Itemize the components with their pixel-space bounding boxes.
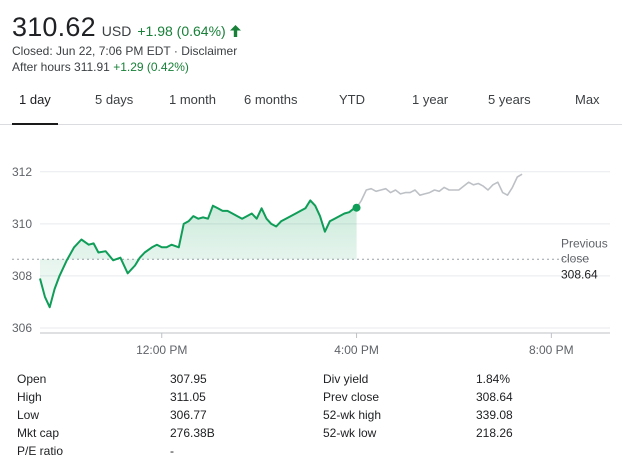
- tab-ytd[interactable]: YTD: [339, 92, 365, 107]
- previous-close-label: close: [561, 251, 589, 265]
- stat-high-label: High: [17, 390, 42, 404]
- stat-pe-ratio-label: P/E ratio: [17, 444, 64, 458]
- chart-plot-area: [39, 173, 523, 309]
- tab-max[interactable]: Max: [575, 92, 600, 107]
- stat-prev-close-value: 308.64: [476, 390, 513, 404]
- stat-div-yield-label: Div yield: [323, 372, 369, 386]
- stat-div-yield-value: 1.84%: [476, 372, 511, 386]
- stat-mkt-cap-value: 276.38B: [170, 426, 215, 440]
- tab-5-years[interactable]: 5 years: [488, 92, 531, 107]
- currency-label: USD: [101, 23, 132, 39]
- x-axis: 12:00 PM 4:00 PM 8:00 PM: [40, 332, 610, 357]
- tab-1-year[interactable]: 1 year: [412, 92, 449, 107]
- current-price: 310.62: [12, 12, 96, 42]
- after-hours-change: +1.29 (0.42%): [113, 60, 189, 74]
- y-tick-label: 308: [12, 269, 32, 283]
- stat-open-value: 307.95: [170, 372, 207, 386]
- stat-52wk-low-label: 52-wk low: [323, 426, 377, 440]
- stat-52wk-low-value: 218.26: [476, 426, 513, 440]
- x-tick-label: 12:00 PM: [136, 343, 187, 357]
- tab-6-months[interactable]: 6 months: [244, 92, 298, 107]
- chart-grid: [40, 171, 610, 329]
- tab-1-day[interactable]: 1 day: [19, 92, 51, 107]
- y-tick-label: 310: [12, 217, 32, 231]
- tab-1-month[interactable]: 1 month: [169, 92, 216, 107]
- quote-header: 310.62 USD +1.98 (0.64%): [12, 12, 241, 48]
- y-tick-label: 312: [12, 165, 32, 179]
- stat-pe-ratio-value: -: [170, 444, 174, 458]
- range-tabs: 1 day 5 days 1 month 6 months YTD 1 year…: [0, 88, 622, 125]
- stat-52wk-high-value: 339.08: [476, 408, 513, 422]
- series-area: [40, 200, 357, 308]
- stat-mkt-cap-label: Mkt cap: [17, 426, 60, 440]
- price-change: +1.98 (0.64%): [137, 23, 226, 39]
- stat-52wk-high-label: 52-wk high: [323, 408, 382, 422]
- stat-low-label: Low: [17, 408, 40, 422]
- x-tick-label: 8:00 PM: [529, 343, 574, 357]
- x-tick-label: 4:00 PM: [334, 343, 379, 357]
- close-point-marker: [352, 203, 361, 212]
- previous-close-value: 308.64: [561, 267, 598, 281]
- y-tick-label: 306: [12, 321, 32, 335]
- stat-low-value: 306.77: [170, 408, 207, 422]
- after-hours-info: After hours 311.91 +1.29 (0.42%): [12, 60, 189, 74]
- y-axis-labels: 312 310 308 306: [12, 165, 32, 335]
- previous-close-label: Previous: [561, 236, 608, 250]
- series-line-regular: [39, 199, 357, 309]
- tab-5-days[interactable]: 5 days: [95, 92, 134, 107]
- after-hours-label: After hours 311.91: [12, 60, 110, 74]
- arrow-up-icon: [229, 25, 241, 37]
- price-chart[interactable]: 312 310 308 306 12:00 PM 4:00 PM 8:00 PM Prev…: [0, 140, 622, 360]
- active-tab-indicator: [12, 123, 58, 125]
- stat-prev-close-label: Prev close: [323, 390, 380, 404]
- stat-high-value: 311.05: [170, 390, 206, 404]
- stat-open-label: Open: [17, 372, 47, 386]
- series-line-after-hours: [355, 173, 523, 209]
- closed-info: Closed: Jun 22, 7:06 PM EDT · Disclaimer: [12, 44, 238, 58]
